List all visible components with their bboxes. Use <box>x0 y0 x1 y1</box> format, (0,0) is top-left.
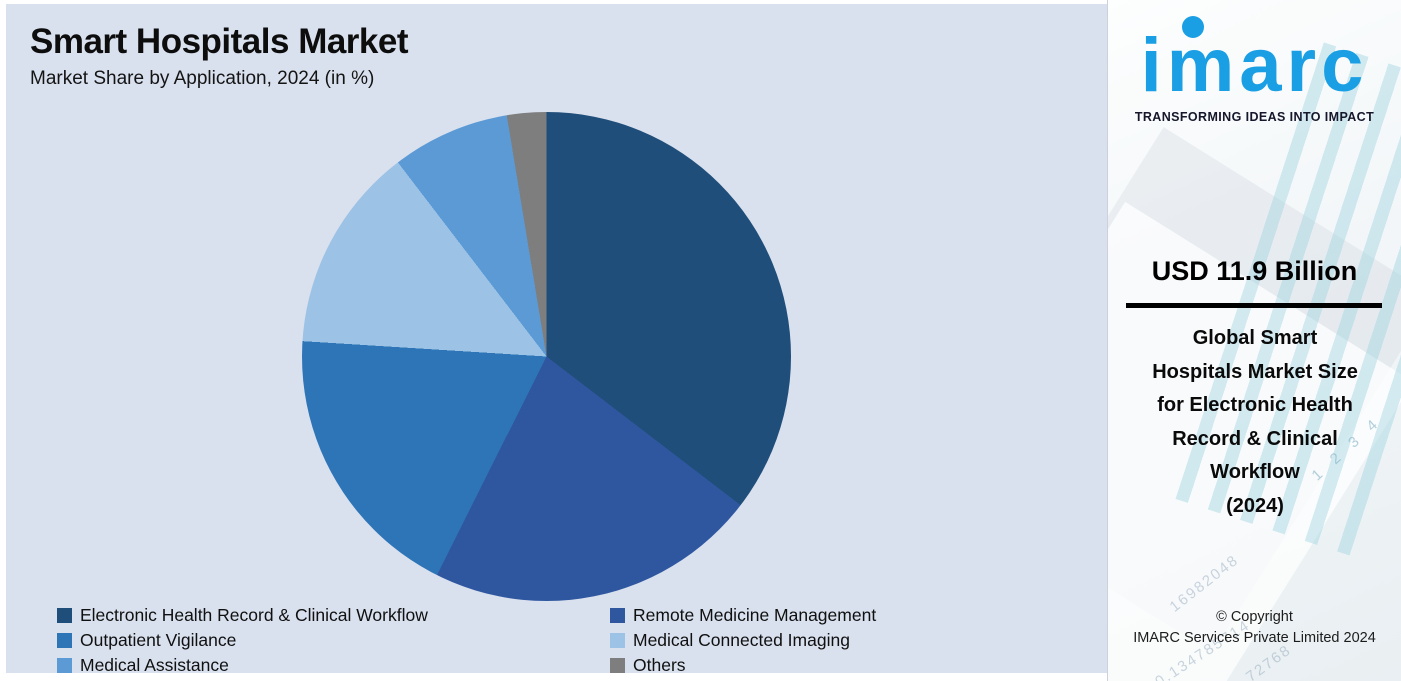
divider-rule <box>1126 303 1382 308</box>
copyright-line: IMARC Services Private Limited 2024 <box>1133 630 1376 646</box>
legend-swatch-outpatient-vigilance <box>57 633 72 648</box>
market-size-description: Global Smart Hospitals Market Size for E… <box>1116 322 1394 523</box>
imarc-logo-dot-icon <box>1182 16 1204 38</box>
chart-subtitle: Market Share by Application, 2024 (in %) <box>30 68 375 89</box>
legend-swatch-connected-imaging <box>610 633 625 648</box>
legend-label-medical-assistance: Medical Assistance <box>80 655 229 675</box>
copyright-notice: © Copyright IMARC Services Private Limit… <box>1108 607 1401 649</box>
legend-label-connected-imaging: Medical Connected Imaging <box>633 630 850 650</box>
description-line: for Electronic Health <box>1157 394 1353 416</box>
legend-column-left: Electronic Health Record & Clinical Work… <box>57 603 428 678</box>
legend-item-medical-assistance: Medical Assistance <box>57 653 428 678</box>
market-size-value: USD 11.9 Billion <box>1151 256 1358 286</box>
legend-label-others: Others <box>633 655 686 675</box>
copyright-line: © Copyright <box>1216 609 1293 625</box>
legend-swatch-remote-medicine <box>610 608 625 623</box>
legend-label-outpatient-vigilance: Outpatient Vigilance <box>80 630 237 650</box>
chart-panel: Smart Hospitals Market Market Share by A… <box>6 4 1107 675</box>
legend-item-connected-imaging: Medical Connected Imaging <box>610 628 876 653</box>
description-line: Global Smart <box>1192 327 1318 349</box>
legend-item-outpatient-vigilance: Outpatient Vigilance <box>57 628 428 653</box>
legend-item-ehr: Electronic Health Record & Clinical Work… <box>57 603 428 628</box>
description-line: Workflow <box>1210 461 1300 483</box>
legend-column-right: Remote Medicine Management Medical Conne… <box>610 603 876 678</box>
legend-swatch-medical-assistance <box>57 658 72 673</box>
description-line: Hospitals Market Size <box>1152 360 1358 383</box>
legend-item-others: Others <box>610 653 876 678</box>
imarc-tagline: TRANSFORMING IDEAS INTO IMPACT <box>1134 110 1375 124</box>
page-title: Smart Hospitals Market <box>30 22 409 61</box>
legend-label-remote-medicine: Remote Medicine Management <box>633 605 877 625</box>
legend-label-ehr: Electronic Health Record & Clinical Work… <box>80 605 428 625</box>
brand-sidebar: 16982048 0.134785714 72768 1 2 3 4 imarc… <box>1107 0 1401 681</box>
description-line: (2024) <box>1226 494 1284 517</box>
imarc-logo: imarc <box>1140 23 1369 108</box>
legend-swatch-others <box>610 658 625 673</box>
description-line: Record & Clinical <box>1172 427 1338 450</box>
pie-chart <box>302 112 791 601</box>
legend-swatch-ehr <box>57 608 72 623</box>
legend-item-remote-medicine: Remote Medicine Management <box>610 603 876 628</box>
